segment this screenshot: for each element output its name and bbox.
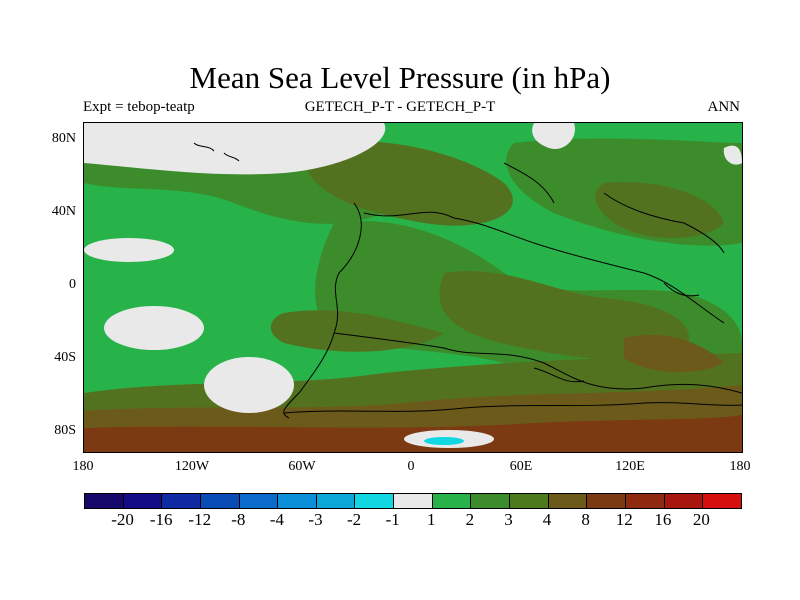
lat-label: 40S xyxy=(54,350,76,365)
lat-label: 80S xyxy=(54,423,76,438)
colorbar-swatch xyxy=(162,494,201,508)
anomaly-region xyxy=(204,357,294,413)
anomaly-region xyxy=(624,334,724,373)
anomaly-region xyxy=(723,145,742,165)
lon-label: 180 xyxy=(72,459,94,474)
colorbar-tick-label: 3 xyxy=(504,510,513,529)
colorbar-swatch xyxy=(355,494,395,508)
colorbar-tick-label: -3 xyxy=(308,510,323,529)
colorbar-tick-label: 2 xyxy=(465,510,475,529)
anomaly-region xyxy=(532,123,575,149)
lat-label: 0 xyxy=(69,277,76,292)
coastlines xyxy=(193,142,742,419)
lon-label: 60W xyxy=(288,459,316,474)
anomaly-region xyxy=(424,437,464,445)
plot-title: Mean Sea Level Pressure (in hPa) xyxy=(189,60,611,95)
colorbar-swatch xyxy=(278,494,317,508)
dataset-label: GETECH_P-T - GETECH_P-T xyxy=(304,99,496,115)
lon-label: 120E xyxy=(615,459,645,474)
colorbar-tick-label: -12 xyxy=(188,510,212,529)
anomaly-region xyxy=(104,306,204,350)
experiment-label: Expt = tebop-teatp xyxy=(83,99,195,115)
colorbar-swatch xyxy=(432,494,472,508)
lon-label: 120W xyxy=(174,459,210,474)
colorbar-swatch xyxy=(587,494,626,508)
colorbar-tick-label: 20 xyxy=(692,510,710,529)
map-svg xyxy=(84,123,742,452)
anomaly-region xyxy=(84,123,386,175)
colorbar-swatch xyxy=(85,494,124,508)
anomaly-region xyxy=(84,238,174,262)
colorbar-swatch xyxy=(316,494,356,508)
colorbar-swatch xyxy=(548,494,588,508)
colorbar-swatch xyxy=(123,494,163,508)
colorbar-tick-label: -2 xyxy=(347,510,362,529)
colorbar-swatch xyxy=(239,494,279,508)
lon-label: 180 xyxy=(729,459,751,474)
pressure-map xyxy=(83,122,743,453)
lat-label: 80N xyxy=(51,131,76,146)
colorbar-tick-label: 16 xyxy=(654,510,672,529)
season-label: ANN xyxy=(707,99,741,115)
colorbar-tick-label: -16 xyxy=(149,510,173,529)
anomaly-region xyxy=(84,415,742,452)
colorbar-tick-label: 1 xyxy=(427,510,436,529)
lon-label: 0 xyxy=(407,459,415,474)
colorbar-swatch xyxy=(471,494,511,508)
colorbar-tick-label: -1 xyxy=(385,510,400,529)
colorbar-swatch xyxy=(703,494,741,508)
colorbar-swatch xyxy=(394,494,433,508)
colorbar-swatch xyxy=(625,494,665,508)
colorbar-tick-label: -8 xyxy=(231,510,246,529)
colorbar-labels: -20 -16 -12 -8 -4 -3 -2 -1 1 2 3 4 8 12 16 20 xyxy=(84,510,740,530)
colorbar-swatch xyxy=(510,494,549,508)
anomaly-region xyxy=(595,182,724,238)
colorbar-swatch xyxy=(664,494,704,508)
colorbar-tick-label: 4 xyxy=(542,510,552,529)
colorbar-tick-label: 12 xyxy=(615,510,633,529)
lat-label: 40N xyxy=(51,204,76,219)
lon-label: 60E xyxy=(509,459,533,474)
colorbar-tick-label: 8 xyxy=(581,510,590,529)
colorbar-tick-label: -4 xyxy=(269,510,285,529)
colorbar-swatch xyxy=(200,494,240,508)
colorbar xyxy=(84,493,742,509)
colorbar-tick-label: -20 xyxy=(111,510,134,529)
